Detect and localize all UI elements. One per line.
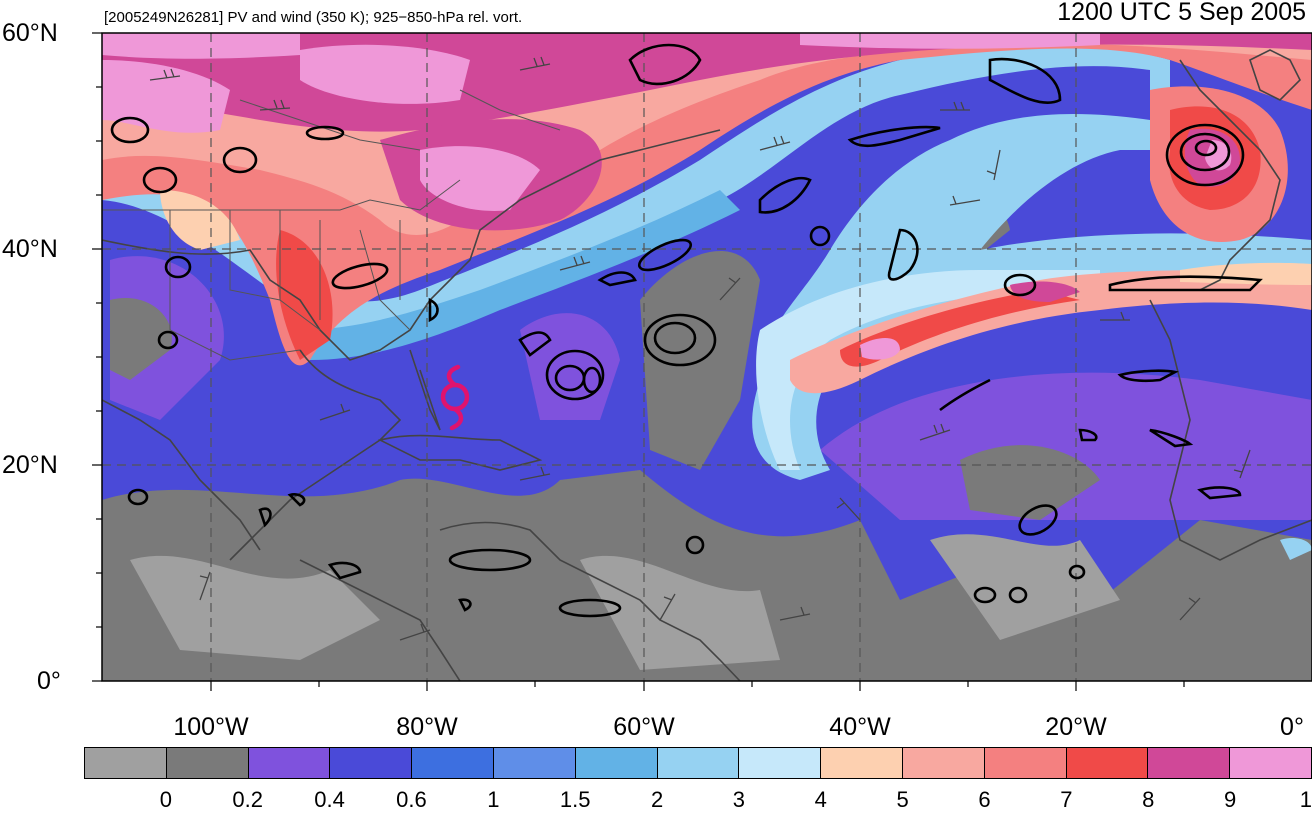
colorbar-swatch — [739, 748, 822, 778]
colorbar-label: 4 — [814, 787, 827, 812]
colorbar-swatch — [330, 748, 413, 778]
colorbar-label: 6 — [978, 787, 991, 812]
colorbar-label: 9 — [1224, 787, 1237, 812]
colorbar-swatch — [166, 748, 249, 778]
colorbar-swatch — [984, 748, 1067, 778]
colorbar-swatch — [493, 748, 576, 778]
colorbar-label: 3 — [732, 787, 746, 812]
colorbar-label: 1 — [487, 787, 500, 812]
lat-label-20n: 20°N — [2, 451, 58, 479]
coastlines — [102, 49, 1312, 681]
colorbar-label: 7 — [1060, 787, 1073, 812]
colorbar-label: 0.6 — [396, 787, 427, 812]
lon-label-100w: 100°W — [173, 713, 249, 741]
graticule — [102, 33, 1312, 681]
political-borders — [102, 89, 561, 361]
colorbar-swatch — [821, 748, 903, 778]
colorbar-swatch — [1148, 748, 1231, 778]
map-plot — [92, 32, 1312, 691]
colorbar-swatch — [1066, 748, 1149, 778]
colorbar-label: 2 — [650, 787, 664, 812]
colorbar — [84, 747, 1312, 779]
lon-label-0: 0° — [1280, 713, 1304, 741]
colorbar-swatch — [85, 748, 167, 778]
colorbar-swatch — [412, 748, 494, 778]
colorbar-label: 0.4 — [314, 787, 345, 812]
wind-barbs — [149, 56, 1251, 641]
chart-subtitle: [2005249N26281] PV and wind (350 K); 925… — [104, 9, 523, 26]
lon-label-60w: 60°W — [613, 713, 675, 741]
lon-label-80w: 80°W — [396, 713, 458, 741]
colorbar-swatch — [657, 748, 740, 778]
axis-ticks — [92, 32, 1185, 691]
colorbar-label: 5 — [896, 787, 909, 812]
colorbar-label: 8 — [1142, 787, 1155, 812]
colorbar-label: 1.5 — [559, 787, 591, 812]
valid-time: 1200 UTC 5 Sep 2005 — [1057, 0, 1306, 26]
vorticity-contours — [110, 43, 1263, 618]
lat-label-40n: 40°N — [2, 235, 58, 263]
lon-label-20w: 20°W — [1045, 713, 1107, 741]
colorbar-swatch — [902, 748, 985, 778]
tropical-cyclone-icon — [440, 364, 470, 431]
lon-label-40w: 40°W — [829, 713, 891, 741]
colorbar-label: 10 — [1299, 787, 1312, 812]
lat-label-60n: 60°N — [2, 19, 58, 47]
colorbar-label: 0.2 — [232, 787, 264, 812]
colorbar-label: 0 — [159, 787, 172, 812]
colorbar-swatch — [248, 748, 331, 778]
colorbar-swatch — [1230, 748, 1311, 778]
colorbar-swatch — [575, 748, 658, 778]
lat-label-0: 0° — [37, 667, 61, 695]
